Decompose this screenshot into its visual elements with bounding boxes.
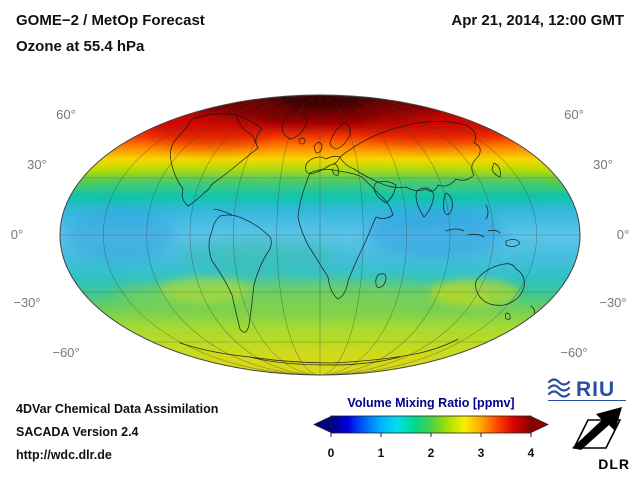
lat-label-left-minus60: −60° xyxy=(52,345,79,360)
page-subtitle: Ozone at 55.4 hPa xyxy=(16,38,145,55)
lat-label-left-60: 60° xyxy=(56,107,76,122)
dlr-emblem-icon xyxy=(572,407,622,450)
tick-label-3: 3 xyxy=(477,446,485,460)
colorbar-tick-marks xyxy=(330,433,532,437)
latitude-labels: 60° 30° 0° −30° −60° 60° 30° 0° −30° −60… xyxy=(11,107,629,360)
tick-label-1: 1 xyxy=(377,446,385,460)
colorbar-title: Volume Mixing Ratio [ppmv] xyxy=(347,396,515,410)
credits: 4DVar Chemical Data Assimilation SACADA … xyxy=(16,398,218,467)
lat-label-right-60: 60° xyxy=(564,107,584,122)
timestamp: Apr 21, 2014, 12:00 GMT xyxy=(451,12,624,29)
colorbar-tick-labels: 0 1 2 3 4 xyxy=(313,446,549,462)
tick-label-2: 2 xyxy=(427,446,435,460)
lat-label-right-minus60: −60° xyxy=(560,345,587,360)
colorbar-right-arrow xyxy=(529,415,549,434)
riu-wave-icon: RIU xyxy=(547,378,626,401)
dlr-text: DLR xyxy=(598,456,630,472)
coastlines xyxy=(169,110,539,366)
colorbar-left-arrow xyxy=(313,415,333,434)
dlr-logo: DLR xyxy=(568,406,630,472)
map-outline xyxy=(59,94,581,376)
tick-label-4: 4 xyxy=(527,446,535,460)
riu-text: RIU xyxy=(576,378,615,401)
credit-line-version: SACADA Version 2.4 xyxy=(16,425,139,439)
lat-label-right-minus30: −30° xyxy=(599,295,626,310)
credit-line-url: http://wdc.dlr.de xyxy=(16,448,112,462)
riu-logo: RIU xyxy=(546,374,628,402)
colorbar-gradient-bar xyxy=(330,415,532,434)
lat-label-left-0: 0° xyxy=(11,227,23,242)
lat-label-right-30: 30° xyxy=(593,157,613,172)
colorbar xyxy=(313,415,549,437)
globe xyxy=(60,95,580,375)
tick-label-0: 0 xyxy=(327,446,335,460)
page-title: GOME−2 / MetOp Forecast xyxy=(16,12,205,29)
colorbar-group: Volume Mixing Ratio [ppmv] 0 1 2 3 4 xyxy=(313,396,549,462)
credit-line-assimilation: 4DVar Chemical Data Assimilation xyxy=(16,402,219,416)
world-map: 60° 30° 0° −30° −60° 60° 30° 0° −30° −60… xyxy=(11,94,629,376)
lat-label-left-30: 30° xyxy=(27,157,47,172)
graticule xyxy=(60,95,580,375)
lat-label-right-0: 0° xyxy=(617,227,629,242)
lat-label-left-minus30: −30° xyxy=(13,295,40,310)
